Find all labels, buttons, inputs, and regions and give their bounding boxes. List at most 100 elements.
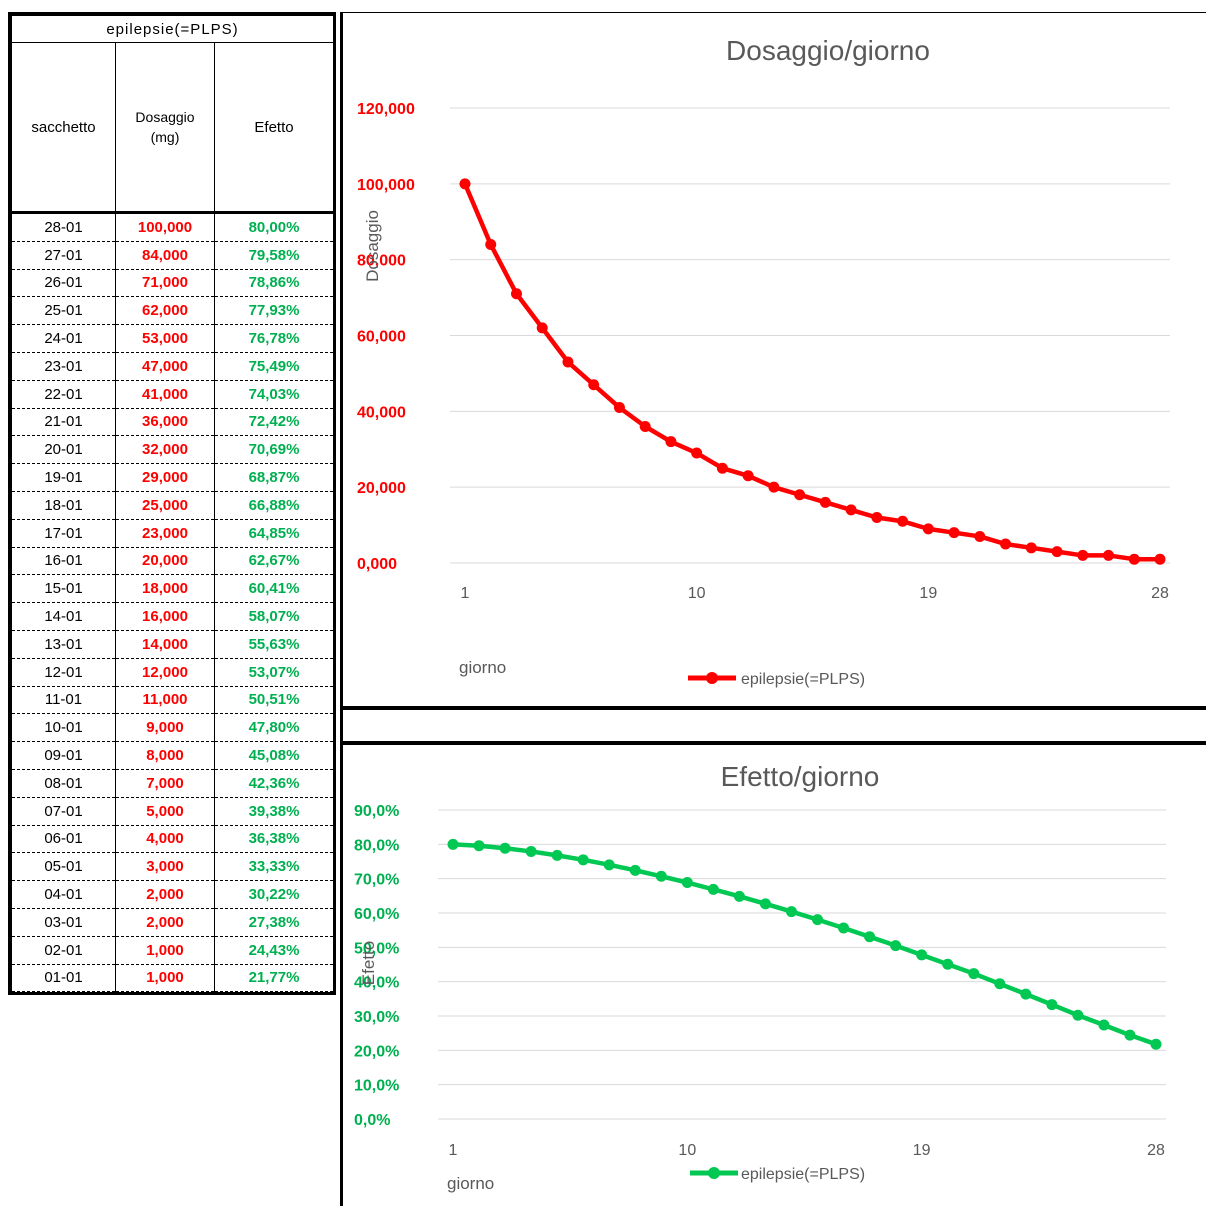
data-point (890, 940, 902, 952)
effect-cell: 55,63% (213, 629, 335, 659)
date-cell: 13-01 (11, 629, 116, 659)
effect-cell: 64,85% (213, 518, 335, 548)
effect-cell: 24,43% (213, 935, 335, 965)
date-cell: 17-01 (11, 518, 116, 548)
dose-cell: 32,000 (115, 435, 215, 465)
data-point (1046, 999, 1058, 1011)
effect-cell: 30,22% (213, 880, 335, 909)
data-point (759, 898, 771, 910)
table-body: 28-01 100,000 80,00% 27-01 84,000 79,58% 26-01… (11, 212, 335, 993)
table-row: 08-01 7,000 42,36% (11, 768, 335, 798)
effect-cell: 39,38% (213, 796, 335, 826)
header-dosaggio: Dosaggio (mg) (115, 42, 215, 214)
dose-cell: 20,000 (115, 546, 215, 576)
date-cell: 15-01 (11, 574, 116, 604)
dose-cell: 53,000 (115, 324, 215, 353)
date-cell: 28-01 (11, 212, 116, 242)
x-tick-label: 10 (678, 1142, 696, 1159)
dose-cell: 1,000 (115, 935, 215, 965)
date-cell: 22-01 (11, 379, 116, 409)
effect-cell: 53,07% (213, 657, 335, 687)
data-point (536, 322, 548, 334)
dose-cell: 2,000 (115, 880, 215, 909)
data-point (613, 402, 625, 414)
data-point (629, 864, 641, 876)
date-cell: 05-01 (11, 852, 116, 882)
effect-cell: 45,08% (213, 741, 335, 770)
dosage-table: epilepsie(=PLPS) sacchetto Dosaggio (mg)… (8, 12, 336, 996)
y-tick-label: 80,000 (357, 253, 406, 270)
table-row: 26-01 71,000 78,86% (11, 268, 335, 298)
data-point (1103, 549, 1115, 561)
data-point (742, 470, 754, 482)
data-point (785, 906, 797, 918)
effect-chart: Efetto/giorno 0,0% 10,0% 20,0% 30,0% 40,0% 50… (354, 761, 1166, 1193)
y-tick-label: 70,0% (354, 872, 399, 889)
effect-cell: 68,87% (213, 463, 335, 492)
date-cell: 11-01 (11, 685, 116, 715)
dose-cell: 12,000 (115, 657, 215, 687)
series-line (462, 182, 1160, 562)
data-point (603, 859, 615, 871)
effect-cell: 36,38% (213, 824, 335, 854)
y-axis-label: Dosaggio (363, 210, 382, 282)
data-point (812, 914, 824, 926)
chart-frame-left (340, 12, 343, 1206)
table-row: 24-01 53,000 76,78% (11, 324, 335, 353)
y-axis-label: Efetto (359, 941, 378, 985)
data-point (1072, 1009, 1084, 1021)
y-tick-label: 10,0% (354, 1078, 399, 1095)
table-row: 12-01 12,000 53,07% (11, 657, 335, 687)
table-row: 28-01 100,000 80,00% (11, 212, 335, 242)
chart-title: Dosaggio/giorno (726, 35, 930, 66)
dose-cell: 16,000 (115, 602, 215, 631)
x-tick-label: 10 (688, 585, 706, 602)
table-row: 22-01 41,000 74,03% (11, 379, 335, 409)
y-tick-label: 20,000 (357, 480, 406, 497)
date-cell: 04-01 (11, 880, 116, 909)
table-row: 05-01 3,000 33,33% (11, 852, 335, 882)
dose-cell: 1,000 (115, 963, 215, 993)
y-tick-label: 0,000 (357, 556, 397, 573)
x-tick-label: 1 (449, 1142, 458, 1159)
data-point (845, 504, 857, 516)
date-cell: 08-01 (11, 768, 116, 798)
y-tick-label: 80,0% (354, 837, 399, 854)
dose-cell: 18,000 (115, 574, 215, 604)
table-row: 20-01 32,000 70,69% (11, 435, 335, 465)
effect-cell: 47,80% (213, 713, 335, 743)
y-tick-label: 20,0% (354, 1043, 399, 1060)
y-tick-label: 40,000 (357, 404, 406, 421)
dose-chart: Dosaggio/giorno 0,000 20,000 40,000 60,000 8… (357, 35, 1170, 688)
data-point (1124, 1029, 1136, 1041)
x-tick-label: 28 (1151, 585, 1169, 602)
data-point (1154, 553, 1166, 565)
dose-cell: 100,000 (115, 212, 215, 242)
effect-cell: 21,77% (213, 963, 335, 993)
effect-cell: 80,00% (213, 212, 335, 242)
dose-cell: 3,000 (115, 852, 215, 882)
data-point (551, 849, 563, 861)
date-cell: 23-01 (11, 351, 116, 381)
data-point (1020, 988, 1032, 1000)
table-row: 17-01 23,000 64,85% (11, 518, 335, 548)
date-cell: 19-01 (11, 463, 116, 492)
data-point (1128, 553, 1140, 565)
date-cell: 18-01 (11, 490, 116, 520)
header-dosaggio-line2: (mg) (150, 129, 180, 145)
data-point (485, 239, 497, 250)
effect-cell: 78,86% (213, 268, 335, 298)
date-cell: 24-01 (11, 324, 116, 353)
data-point (1150, 1038, 1162, 1050)
data-point (974, 530, 986, 542)
data-point (768, 481, 780, 493)
y-tick-label: 40,0% (354, 975, 399, 992)
dose-cell: 14,000 (115, 629, 215, 659)
data-point (1025, 542, 1037, 554)
date-cell: 03-01 (11, 907, 116, 937)
date-cell: 21-01 (11, 407, 116, 437)
effect-cell: 77,93% (213, 296, 335, 326)
dose-cell: 7,000 (115, 768, 215, 798)
chart-title: Efetto/giorno (721, 761, 880, 792)
data-point (577, 854, 589, 866)
